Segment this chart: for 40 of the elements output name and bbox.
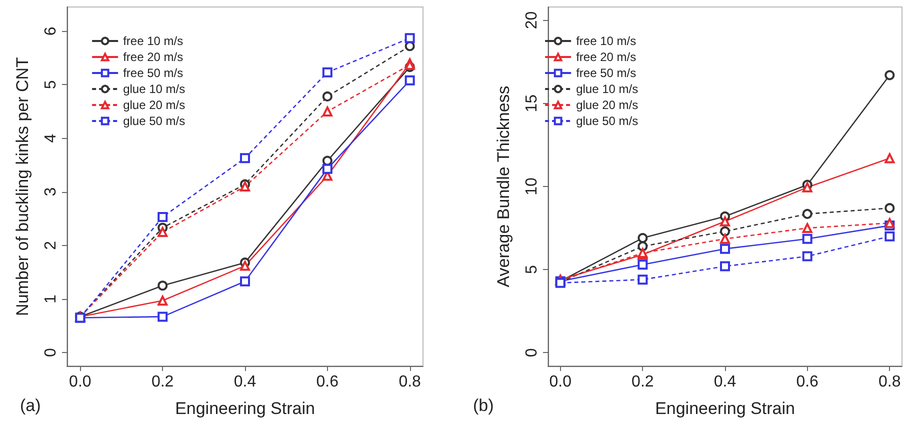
legend-label: free 50 m/s [123, 66, 184, 80]
y-tick-label: 10 [524, 178, 540, 196]
legend-label: free 10 m/s [123, 34, 184, 48]
y-tick-label: 5 [524, 265, 540, 274]
y-tick-label: 5 [42, 80, 60, 90]
y-tick-label: 1 [42, 294, 60, 304]
x-axis-title: Engineering Strain [175, 399, 315, 418]
x-tick-label: 0.0 [549, 374, 572, 390]
y-tick-label: 3 [42, 187, 60, 196]
text: (b) [473, 396, 494, 415]
x-tick-label: 0.6 [796, 374, 819, 390]
y-tick-label: 0 [524, 348, 540, 358]
legend-label: free 50 m/s [576, 66, 636, 80]
text: (a) [20, 396, 41, 415]
y-tick-label: 6 [42, 26, 60, 36]
y-tick-label: 20 [524, 11, 540, 30]
legend-label: glue 10 m/s [123, 82, 186, 96]
legend-label: glue 20 m/s [576, 98, 638, 112]
y-axis-title: Number of buckling kinks per CNT [13, 57, 32, 316]
x-axis-title: Engineering Strain [655, 399, 795, 418]
legend-label: free 10 m/s [576, 34, 636, 48]
y-axis-title: Average Bundle Thickness [494, 86, 513, 288]
legend-label: free 20 m/s [123, 50, 184, 64]
x-tick-label: 0.0 [69, 374, 92, 390]
legend-label: glue 10 m/s [576, 82, 638, 96]
y-tick-label: 0 [42, 348, 60, 358]
x-tick-label: 0.8 [878, 374, 901, 390]
legend-label: glue 50 m/s [123, 114, 186, 128]
x-tick-label: 0.2 [151, 374, 174, 390]
y-tick-label: 15 [524, 94, 540, 112]
x-tick-label: 0.4 [234, 374, 256, 390]
y-tick-label: 2 [42, 240, 60, 250]
legend-label: glue 20 m/s [123, 98, 186, 112]
legend-label: glue 50 m/s [576, 114, 638, 128]
x-tick-label: 0.4 [714, 374, 736, 390]
x-tick-label: 0.8 [398, 374, 422, 390]
x-tick-label: 0.2 [632, 374, 654, 390]
legend-label: free 20 m/s [576, 50, 636, 64]
x-tick-label: 0.6 [316, 374, 339, 390]
y-tick-label: 4 [42, 134, 60, 143]
